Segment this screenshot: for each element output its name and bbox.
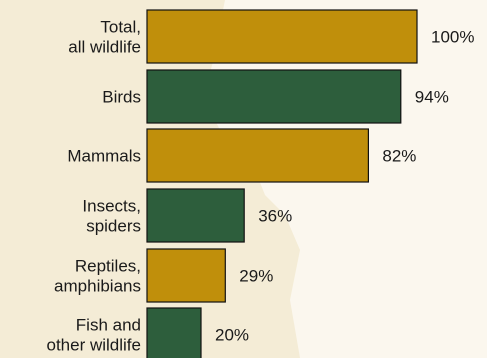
category-label-line: amphibians — [54, 277, 141, 296]
value-label: 20% — [215, 326, 249, 345]
value-label: 94% — [415, 88, 449, 107]
value-label: 82% — [382, 147, 416, 166]
category-label: Total, all wildlife — [68, 18, 141, 57]
category-label-line: Insects, — [82, 197, 141, 216]
category-label-line: Mammals — [67, 147, 141, 166]
category-label: Insects, spiders — [82, 197, 141, 236]
category-label-line: Fish and — [76, 316, 141, 335]
category-label: Birds — [102, 88, 141, 107]
bar-0 — [146, 9, 418, 64]
category-label-line: all wildlife — [68, 38, 141, 57]
bar-3 — [146, 188, 245, 243]
value-label: 100% — [431, 28, 474, 47]
category-label-line: Total, — [100, 18, 141, 37]
category-label-line: Birds — [102, 88, 141, 107]
bar-4 — [146, 248, 226, 303]
bar-1 — [146, 69, 402, 124]
category-label-line: Reptiles, — [75, 257, 141, 276]
value-label: 29% — [239, 267, 273, 286]
category-label: Fish and other wildlife — [47, 316, 142, 355]
category-label-line: spiders — [86, 217, 141, 236]
category-label-line: other wildlife — [47, 336, 142, 355]
category-label: Mammals — [67, 147, 141, 166]
category-label: Reptiles, amphibians — [54, 257, 141, 296]
bar-5 — [146, 307, 202, 358]
value-label: 36% — [258, 207, 292, 226]
bar-2 — [146, 128, 369, 183]
